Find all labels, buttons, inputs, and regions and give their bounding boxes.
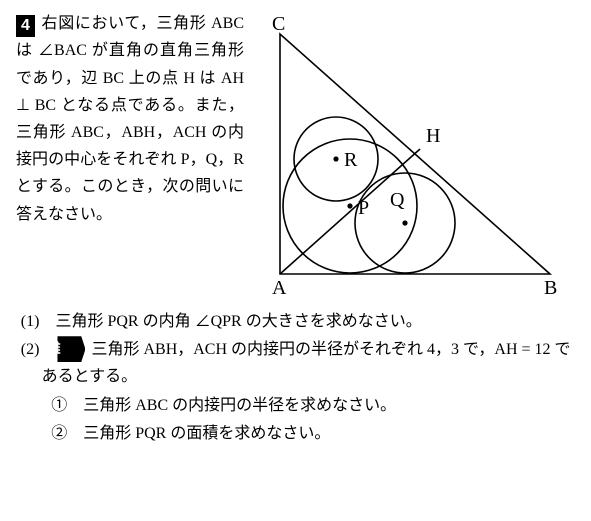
label-h: H (426, 125, 440, 147)
point-p-dot (347, 203, 352, 208)
geometry-figure: A B C H P Q R (250, 14, 570, 304)
subsub-1: ① 三角形 ABC の内接円の半径を求めなさい。 (51, 392, 575, 419)
problem-text-column: 4右図において，三角形 ABC は ∠BAC が直角の直角三角形であり，辺 BC… (16, 10, 244, 228)
difficulty-tag: 難 (57, 336, 85, 362)
intro-body: 右図において，三角形 ABC は ∠BAC が直角の直角三角形であり，辺 BC … (16, 15, 244, 223)
subquestions: (1) 三角形 PQR の内角 ∠QPR の大きさを求めなさい。 (2) 難三角… (16, 308, 575, 447)
top-row: 4右図において，三角形 ABC は ∠BAC が直角の直角三角形であり，辺 BC… (16, 10, 575, 304)
point-q-dot (402, 220, 407, 225)
subq-2: (2) 難三角形 ABH，ACH の内接円の半径がそれぞれ 4，3 で，AH =… (37, 336, 575, 390)
subq2-label: (2) (21, 341, 40, 358)
subsub1-text: 三角形 ABC の内接円の半径を求めなさい。 (83, 397, 396, 414)
subq1-text: 三角形 PQR の内角 ∠QPR の大きさを求めなさい。 (55, 313, 421, 330)
subq-1: (1) 三角形 PQR の内角 ∠QPR の大きさを求めなさい。 (37, 308, 575, 335)
point-r-dot (333, 156, 338, 161)
label-a: A (272, 277, 287, 299)
label-b: B (544, 277, 557, 299)
subq2-text: 三角形 ABH，ACH の内接円の半径がそれぞれ 4，3 で，AH = 12 で… (42, 341, 571, 385)
label-q: Q (390, 189, 405, 211)
subq1-label: (1) (21, 313, 40, 330)
subsub2-text: 三角形 PQR の面積を求めなさい。 (83, 425, 330, 442)
subsub-2: ② 三角形 PQR の面積を求めなさい。 (51, 420, 575, 447)
label-p: P (358, 197, 369, 219)
problem-number-box: 4 (16, 15, 35, 37)
figure-column: A B C H P Q R (250, 10, 575, 304)
label-r: R (344, 149, 358, 171)
problem-intro: 4右図において，三角形 ABC は ∠BAC が直角の直角三角形であり，辺 BC… (16, 10, 244, 228)
label-c: C (272, 14, 285, 35)
circled-2: ② (51, 425, 67, 442)
circled-1: ① (51, 397, 67, 414)
